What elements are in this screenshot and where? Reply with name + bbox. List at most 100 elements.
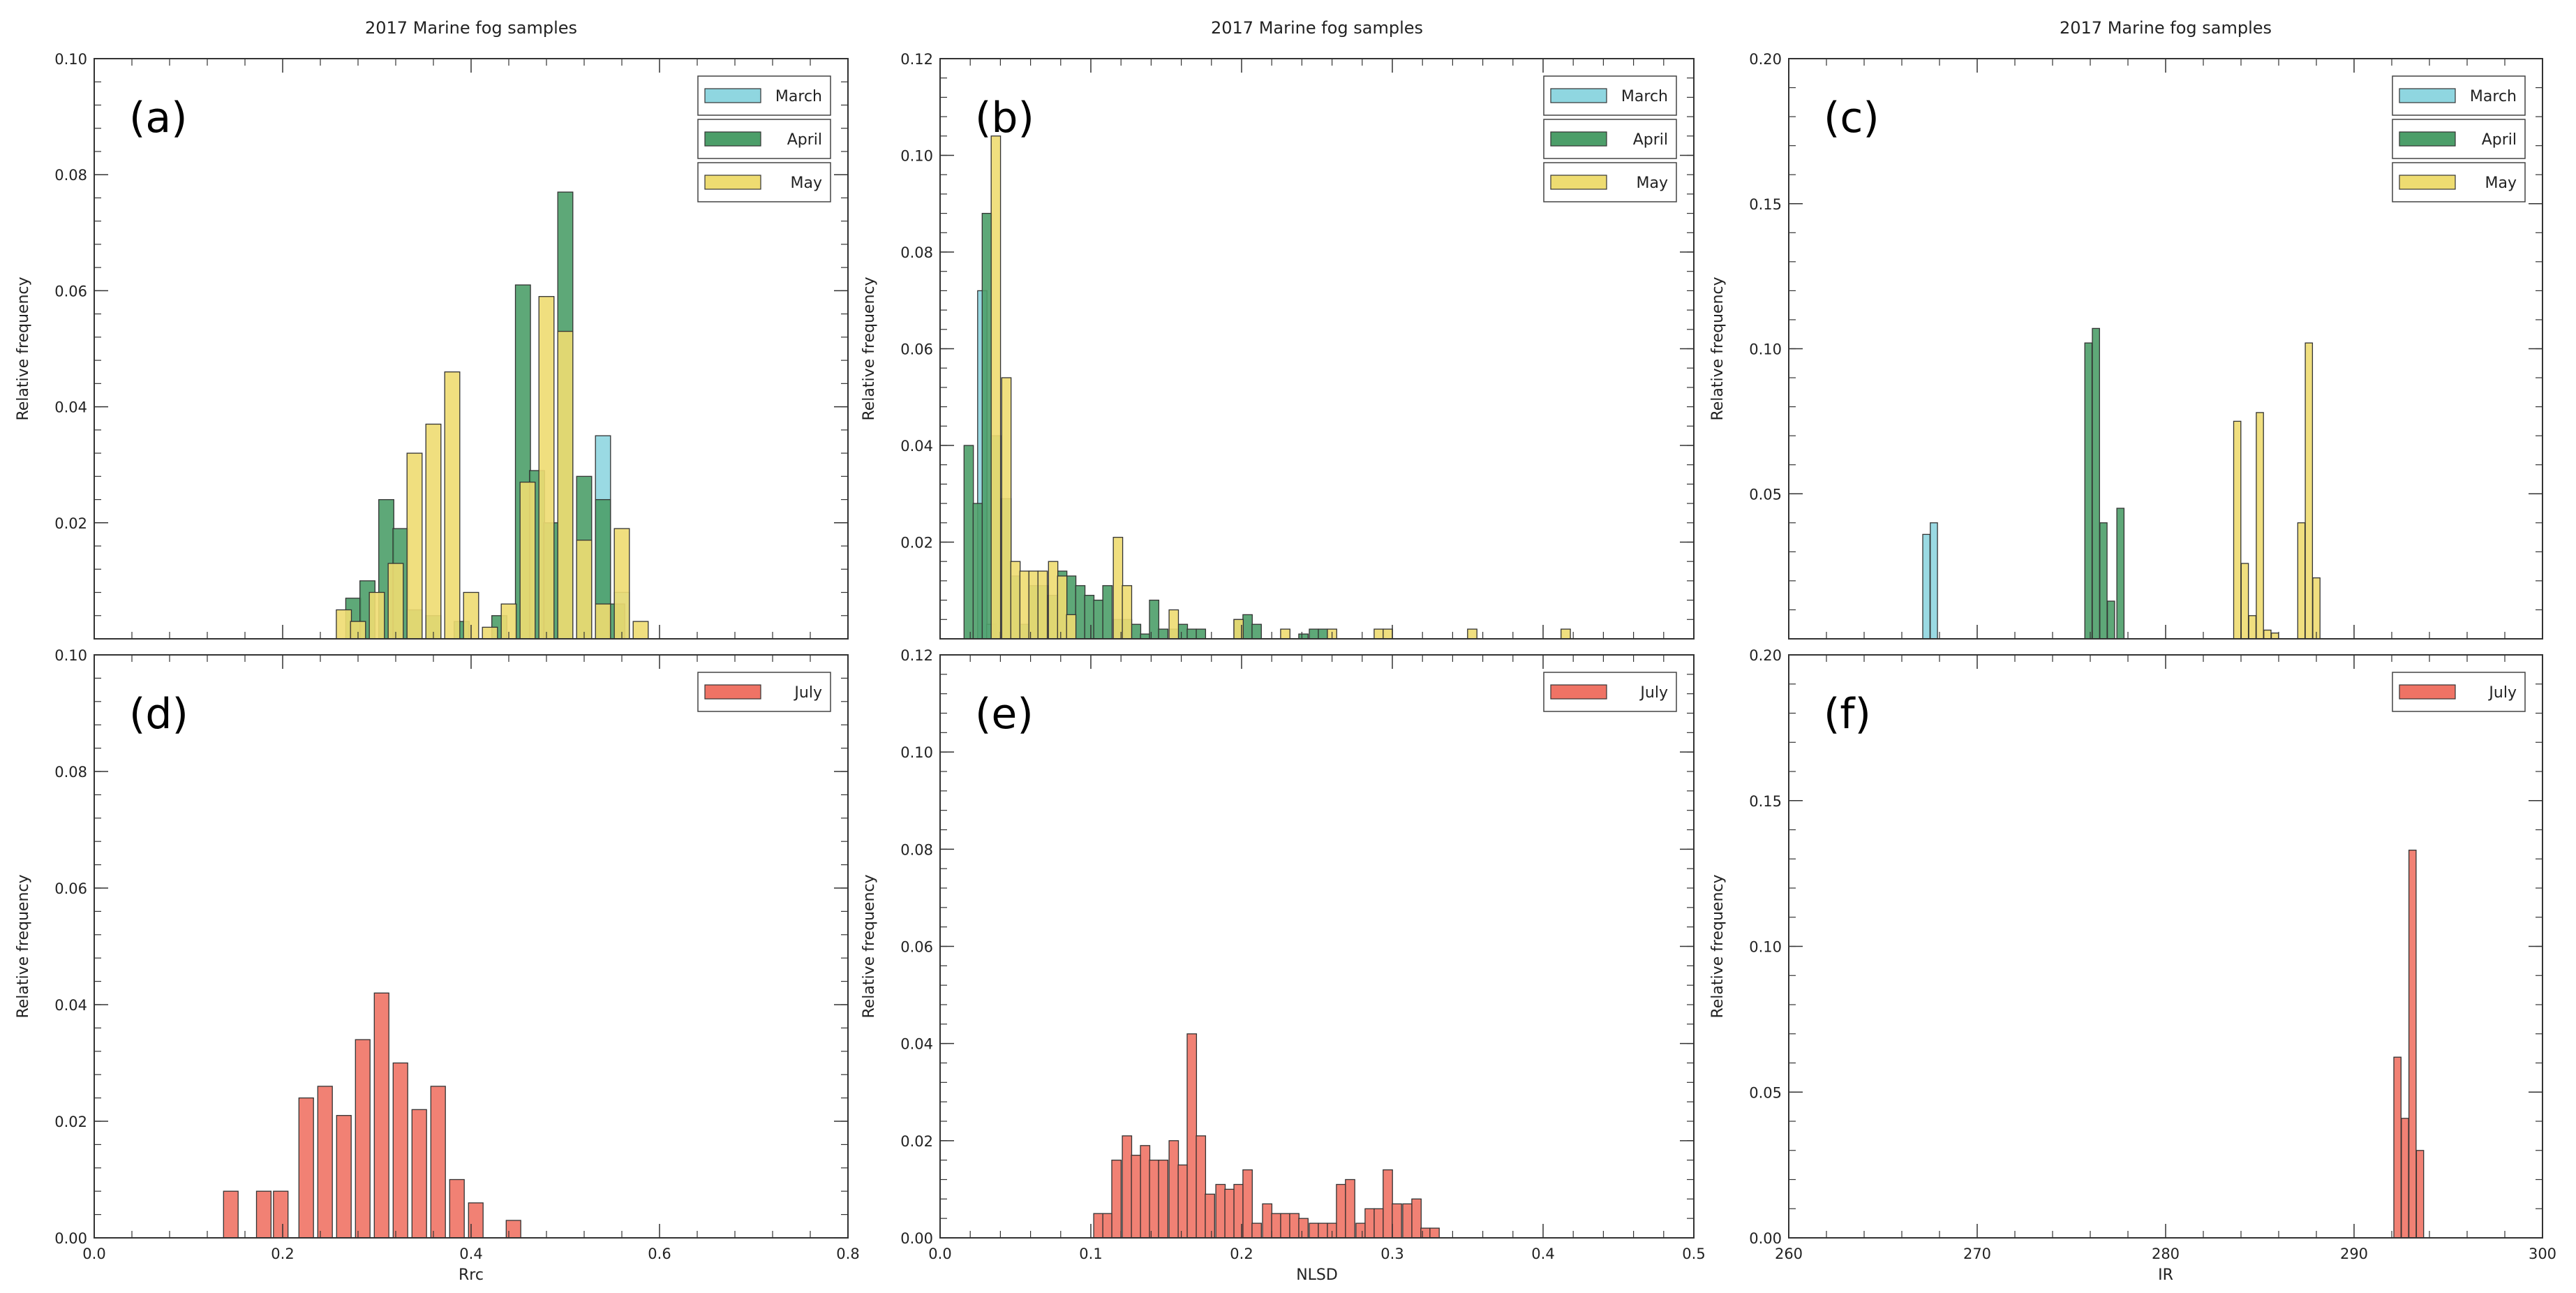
bar-july <box>1140 1145 1151 1239</box>
bar-july <box>1271 1213 1282 1239</box>
legend-item-march: March <box>2392 75 2526 116</box>
bar-april <box>1075 585 1086 640</box>
bar-july <box>2415 1150 2425 1239</box>
bar-april <box>2099 522 2108 640</box>
legend-item-july: July <box>1543 672 1677 712</box>
bar-july <box>1224 1188 1235 1239</box>
plot-frame <box>94 654 849 1239</box>
bar-july <box>355 1039 371 1239</box>
bar-july <box>411 1109 427 1239</box>
bar-may <box>2263 629 2272 640</box>
bar-may <box>519 481 536 640</box>
panel-label: (e) <box>975 690 1034 739</box>
panel-label: (c) <box>1824 94 1879 142</box>
bar-april <box>1298 633 1309 640</box>
bar-july <box>1336 1183 1346 1239</box>
y-tick-label: 0.08 <box>900 841 933 858</box>
chart-panel-1: 2017 Marine fog samples 0.02 0.04 0.06 0.08 0… <box>15 18 849 640</box>
y-tick-label: 0.12 <box>900 647 933 664</box>
bar-july <box>1215 1183 1226 1239</box>
bar-may <box>557 330 574 640</box>
y-tick-label: 0.02 <box>900 535 933 552</box>
bar-may <box>2248 615 2257 640</box>
bar-april <box>963 445 974 640</box>
bar-july <box>1364 1208 1375 1239</box>
bar-may <box>990 135 1002 640</box>
bar-may <box>538 296 555 640</box>
y-tick-label: 0.00 <box>900 1230 933 1247</box>
bar-march <box>1922 533 1930 640</box>
bar-july <box>1309 1222 1320 1239</box>
bar-july <box>1345 1179 1355 1239</box>
x-tick-label: 290 <box>2340 1246 2368 1262</box>
bar-july <box>2408 850 2417 1239</box>
legend-label: April <box>1633 131 1668 149</box>
bar-july <box>430 1086 446 1239</box>
legend-item-may: May <box>697 162 831 202</box>
x-axis-title: Rrc <box>459 1266 484 1284</box>
bar-april <box>2106 600 2115 640</box>
plot-frame <box>1788 654 2543 1239</box>
bar-may <box>1048 561 1059 640</box>
y-tick-label: 0.10 <box>54 51 87 68</box>
legend-swatch <box>1550 131 1607 147</box>
bar-april <box>1309 628 1320 640</box>
legend-item-april: April <box>1543 119 1677 159</box>
bar-july <box>1111 1160 1122 1239</box>
bar-april <box>1158 628 1169 640</box>
bar-april <box>2116 508 2125 640</box>
y-tick-label: 0.04 <box>900 438 933 455</box>
bar-may <box>1373 628 1384 640</box>
chart-panel-3: 2017 Marine fog samples 0.05 0.10 0.15 0.20 R… <box>1709 18 2543 640</box>
legend-label: July <box>1639 684 1668 702</box>
bar-may <box>2312 577 2321 640</box>
y-tick-label: 0.05 <box>1749 486 1782 503</box>
y-tick-label: 0.20 <box>1749 647 1782 664</box>
y-tick-label: 0.02 <box>54 1114 87 1130</box>
bar-april <box>1102 585 1113 640</box>
legend-label: April <box>787 131 822 149</box>
bar-july <box>1102 1213 1113 1239</box>
bar-may <box>1561 628 1571 640</box>
bar-may <box>1066 614 1077 640</box>
bar-may <box>2256 412 2264 640</box>
x-tick-label: 0.4 <box>459 1246 482 1262</box>
bar-july <box>1392 1203 1402 1239</box>
legend-label: April <box>2482 131 2517 149</box>
bar-may <box>387 563 404 640</box>
x-tick-label: 0.2 <box>271 1246 294 1262</box>
bar-july <box>1298 1218 1309 1239</box>
bar-april <box>1251 623 1262 640</box>
bar-april <box>981 212 992 640</box>
bar-april <box>1140 633 1151 640</box>
chart-panel-4: 0.00 0.02 0.04 0.06 0.08 0.10 0.0 0.2 0.4 0.6 0.8 R… <box>15 647 860 1284</box>
bar-july <box>1131 1155 1142 1239</box>
legend-swatch <box>704 88 761 103</box>
y-axis-title: Relative frequency <box>861 276 878 420</box>
y-tick-label: 0.10 <box>1749 939 1782 956</box>
bar-july <box>1280 1213 1290 1239</box>
chart-title: 2017 Marine fog samples <box>365 18 577 38</box>
legend-swatch <box>1550 684 1607 700</box>
bar-july <box>1168 1140 1179 1239</box>
legend-item-may: May <box>1543 162 1677 202</box>
bar-may <box>1112 536 1124 640</box>
chart-panel-2: 2017 Marine fog samples 0.02 0.04 0.06 0.08 0… <box>861 18 1695 640</box>
y-tick-label: 0.10 <box>1749 341 1782 358</box>
legend-swatch <box>1550 175 1607 190</box>
y-tick-label: 0.08 <box>54 764 87 781</box>
bar-july <box>1411 1198 1422 1239</box>
x-tick-label: 0.1 <box>1079 1246 1102 1262</box>
bar-may <box>1019 570 1030 640</box>
y-tick-label: 0.10 <box>900 148 933 165</box>
y-tick-label: 0.15 <box>1749 793 1782 810</box>
legend-swatch <box>2399 131 2456 147</box>
bar-july <box>298 1097 314 1239</box>
bar-may <box>2297 522 2306 640</box>
bar-april <box>1196 628 1207 640</box>
legend-box <box>2392 119 2526 159</box>
x-tick-label: 0.4 <box>1531 1246 1554 1262</box>
y-tick-label: 0.02 <box>54 515 87 532</box>
y-tick-label: 0.08 <box>54 167 87 184</box>
